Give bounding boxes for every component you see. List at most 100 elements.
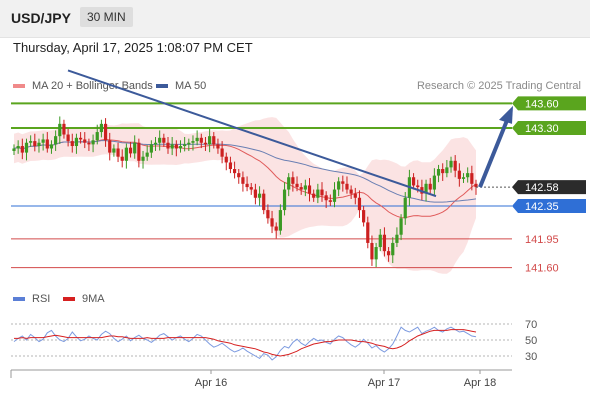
rsi-tick-1: 50 (525, 335, 537, 347)
level-label-4: 141.60 (525, 263, 559, 275)
candle-body (428, 183, 432, 190)
candle-body (461, 177, 466, 179)
ma9-swatch (63, 297, 75, 301)
candle-body (370, 242, 374, 260)
candle-body (262, 193, 266, 211)
candle-body (241, 177, 245, 184)
candle-body (470, 173, 474, 184)
candle-body (16, 146, 20, 149)
candle-body (220, 148, 224, 157)
last-price-label: 142.58 (525, 182, 559, 194)
candle-body (282, 189, 287, 211)
candle-body (453, 160, 457, 171)
candle-body (141, 156, 145, 161)
candle-body (216, 144, 220, 149)
forecast-arrow-shaft (478, 117, 510, 188)
candle-body (328, 200, 332, 202)
candle-body (395, 234, 399, 243)
rsi-swatch (13, 297, 25, 301)
level-tag-1 (512, 120, 586, 135)
candle-body (70, 141, 74, 147)
header-bar: USD/JPY 30 MIN (0, 0, 590, 38)
candle-body (45, 139, 49, 149)
credit-text: Research © 2025 Trading Central (416, 80, 581, 92)
candle-body (66, 134, 70, 142)
candle-body (49, 144, 54, 149)
candle-body (324, 195, 328, 201)
candle-body (457, 170, 461, 179)
x-tick-label-0: Apr 16 (195, 377, 227, 389)
candle-body (178, 146, 183, 149)
symbol-label: USD/JPY (11, 10, 71, 26)
candle-body (116, 148, 120, 157)
candle-body (149, 144, 153, 153)
candle-body (374, 247, 378, 260)
candle-body (366, 222, 370, 243)
legend-ma9: 9MA (63, 293, 105, 305)
level-label-2: 142.35 (525, 201, 559, 213)
last-price-tag (512, 180, 586, 195)
x-tick-label-2: Apr 18 (464, 377, 496, 389)
candle-body (436, 169, 441, 176)
candle-body (166, 142, 170, 149)
candle-body (270, 218, 274, 227)
candle-body (303, 185, 307, 190)
candle-body (199, 137, 203, 143)
candle-body (299, 187, 303, 190)
candle-body (183, 144, 187, 147)
candle-body (312, 193, 316, 198)
candle-body (274, 226, 278, 231)
candle-body (424, 183, 428, 194)
bollinger-band (14, 117, 476, 274)
candle-body (191, 141, 195, 143)
rsi-tick-2: 30 (525, 351, 537, 363)
candle-body (153, 142, 158, 145)
candle-body (20, 146, 24, 153)
candle-body (353, 193, 357, 198)
candle-body (58, 123, 62, 137)
level-label-3: 141.95 (525, 234, 559, 246)
candle-body (99, 123, 104, 133)
candle-body (37, 142, 41, 147)
candle-body (87, 142, 91, 145)
candle-body (386, 251, 391, 256)
candle-body (287, 177, 291, 190)
ma50-swatch (156, 84, 168, 88)
trendline (67, 69, 437, 198)
candle-body (112, 148, 116, 153)
timeframe-button[interactable]: 30 MIN (80, 7, 133, 27)
candle-body (249, 187, 253, 190)
candle-body (253, 189, 258, 198)
candle-body (403, 197, 407, 219)
candle-body (95, 132, 99, 141)
candle-body (78, 137, 83, 140)
candle-body (316, 189, 320, 198)
timestamp: Thursday, April 17, 2025 1:08:07 PM CET (13, 40, 253, 55)
candle-body (362, 210, 366, 223)
candle-body (295, 183, 299, 188)
candle-body (41, 139, 45, 143)
candle-body (378, 234, 382, 248)
candle-body (228, 162, 233, 170)
rsi-tick-0: 70 (525, 319, 537, 331)
candle-body (474, 183, 478, 188)
candle-body (133, 142, 137, 154)
candle-body (128, 147, 133, 154)
candle-body (145, 152, 149, 157)
candle-body (332, 189, 337, 202)
candle-body (345, 183, 349, 190)
candle-body (357, 197, 362, 211)
candle-body (208, 136, 212, 145)
candle-body (411, 177, 416, 186)
candle-body (232, 169, 237, 174)
candle-body (382, 234, 387, 252)
legend-ma50-label: MA 50 (175, 80, 207, 92)
candle-body (466, 173, 470, 178)
candle-body (162, 137, 166, 143)
candle-body (29, 141, 33, 143)
legend-ma9-label: 9MA (82, 293, 105, 305)
candle-body (170, 144, 174, 149)
candle-body (187, 142, 191, 145)
candle-body (257, 193, 262, 198)
